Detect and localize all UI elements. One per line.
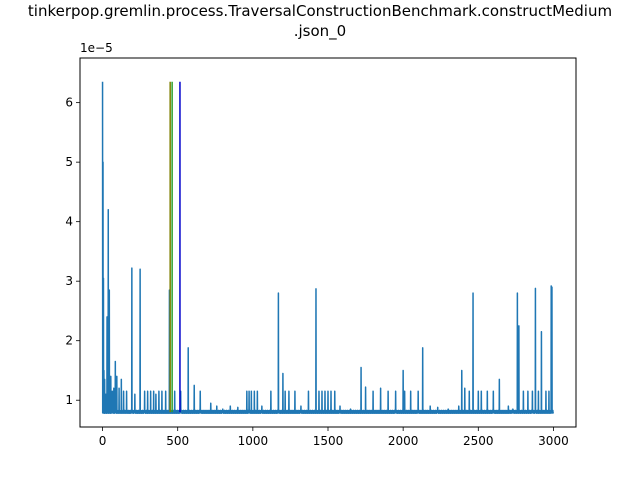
- x-tick-label: 3000: [538, 434, 569, 448]
- chart-title-line1: tinkerpop.gremlin.process.TraversalConst…: [28, 2, 612, 20]
- y-tick-label: 1: [65, 393, 73, 407]
- plot-area: [101, 81, 555, 415]
- x-axis: 0 500 1000 1500 2000 2500 3000: [99, 427, 569, 448]
- y-offset-label: 1e−5: [80, 41, 113, 55]
- x-tick-label: 0: [99, 434, 107, 448]
- y-axis: 1 2 3 4 5 6: [65, 96, 80, 407]
- y-tick-label: 5: [65, 155, 73, 169]
- axes-frame: [79, 57, 577, 428]
- series-line-0: [101, 81, 555, 415]
- x-tick-label: 1000: [238, 434, 269, 448]
- x-tick-label: 2000: [388, 434, 419, 448]
- y-tick-label: 2: [65, 334, 73, 348]
- y-tick-label: 3: [65, 274, 73, 288]
- chart-title-line2: .json_0: [294, 22, 346, 41]
- x-tick-label: 2500: [463, 434, 494, 448]
- y-tick-label: 4: [65, 215, 73, 229]
- y-tick-label: 6: [65, 96, 73, 110]
- x-tick-label: 500: [166, 434, 189, 448]
- x-tick-label: 1500: [313, 434, 344, 448]
